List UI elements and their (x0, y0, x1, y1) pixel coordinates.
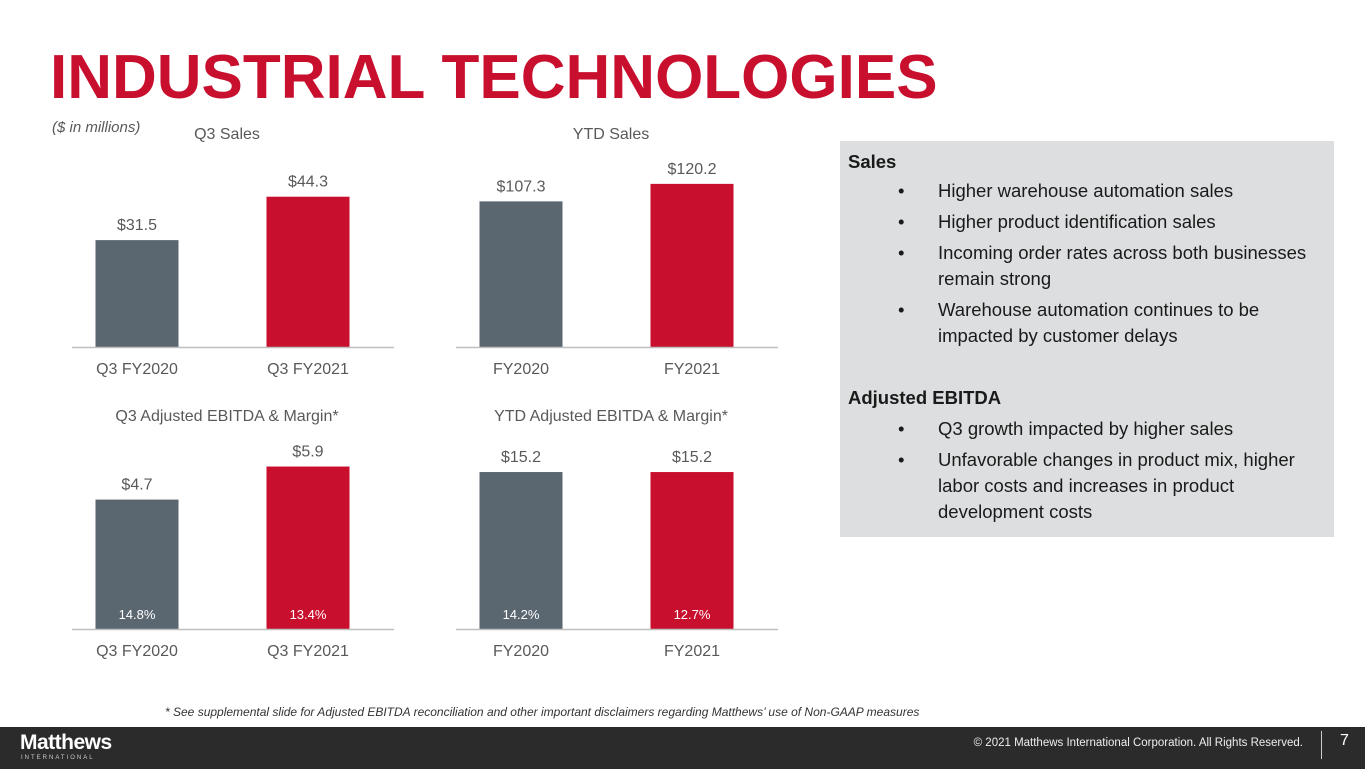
company-logo-sub: INTERNATIONAL (21, 755, 95, 761)
bullet-icon: • (898, 299, 905, 320)
units-note: ($ in millions) (52, 119, 141, 136)
bullet-text: Warehouse automation continues to be imp… (938, 299, 1260, 346)
footnote: * See supplemental slide for Adjusted EB… (165, 705, 920, 719)
bullet-text: Higher product identification sales (938, 211, 1216, 232)
bar-q3-fy2021 (266, 196, 350, 347)
category-label: FY2020 (493, 361, 549, 378)
sales-heading: Sales (848, 151, 897, 172)
category-label: FY2021 (664, 643, 720, 660)
sales-bullets: • Higher warehouse automation sales • Highe… (840, 178, 1334, 354)
chart-title: Q3 Sales (194, 126, 260, 143)
data-label: $5.9 (292, 444, 323, 461)
divider (1321, 731, 1322, 759)
data-label: $107.3 (497, 178, 546, 195)
ebitda-bullets: • Q3 growth impacted by higher sales • Unfa… (840, 416, 1334, 530)
chart-svg: Q3 Sales $31.5 Q3 FY2020 $44.3 Q3 FY2021 (72, 126, 394, 378)
category-label: FY2020 (493, 643, 549, 660)
bullet-text: Higher warehouse automation sales (938, 180, 1234, 201)
bullet-icon: • (898, 211, 905, 232)
commentary-panel: Sales • Higher warehouse automation sales… (840, 141, 1334, 537)
data-label: $4.7 (121, 477, 152, 494)
margin-label: 12.7% (674, 607, 711, 622)
chart-q3-ebitda: Q3 Adjusted EBITDA & Margin* $4.7 14.8% Q3 … (52, 402, 402, 672)
bullet-item: • Higher product identification sales (840, 209, 1334, 235)
bar-fy2020 (479, 472, 563, 629)
data-label: $15.2 (501, 449, 541, 466)
bullet-item: • Higher warehouse automation sales (840, 178, 1334, 204)
copyright: © 2021 Matthews International Corporatio… (973, 737, 1303, 749)
bar-q3-fy2021 (266, 466, 350, 629)
chart-q3-sales: Q3 Sales $31.5 Q3 FY2020 $44.3 Q3 FY2021 (52, 120, 402, 390)
data-label: $44.3 (288, 174, 328, 191)
bullet-text: Q3 growth impacted by higher sales (938, 418, 1234, 439)
chart-title: YTD Adjusted EBITDA & Margin* (494, 408, 728, 425)
margin-label: 14.8% (119, 607, 156, 622)
data-label: $15.2 (672, 449, 712, 466)
margin-label: 13.4% (290, 607, 327, 622)
chart-ytd-sales: YTD Sales $107.3 FY2020 $120.2 FY2021 (436, 120, 786, 390)
bullet-icon: • (898, 449, 905, 470)
chart-svg: YTD Adjusted EBITDA & Margin* $15.2 14.2% F… (456, 408, 778, 660)
bullet-icon: • (898, 180, 905, 201)
bar-fy2020 (479, 201, 563, 347)
bullet-text: Incoming order rates across both busines… (938, 242, 1307, 289)
bullet-item: • Q3 growth impacted by higher sales (840, 416, 1334, 442)
category-label: Q3 FY2020 (96, 361, 178, 378)
page-number: 7 (1340, 732, 1349, 749)
data-label: $31.5 (117, 217, 157, 234)
company-logo: Matthews (20, 731, 112, 754)
chart-ytd-ebitda: YTD Adjusted EBITDA & Margin* $15.2 14.2% F… (436, 402, 786, 672)
category-label: Q3 FY2021 (267, 643, 349, 660)
ebitda-heading: Adjusted EBITDA (848, 387, 1002, 408)
category-label: FY2021 (664, 361, 720, 378)
category-label: Q3 FY2020 (96, 643, 178, 660)
chart-title: Q3 Adjusted EBITDA & Margin* (115, 408, 338, 425)
bullet-icon: • (898, 242, 905, 263)
bullet-item: • Unfavorable changes in product mix, hig… (840, 447, 1334, 525)
bullet-text: Unfavorable changes in product mix, high… (938, 449, 1295, 522)
bar-fy2021 (650, 183, 734, 347)
bar-q3-fy2020 (95, 240, 179, 347)
category-label: Q3 FY2021 (267, 361, 349, 378)
bullet-icon: • (898, 418, 905, 439)
chart-svg: Q3 Adjusted EBITDA & Margin* $4.7 14.8% Q3 … (72, 408, 394, 660)
bullet-item: • Incoming order rates across both busine… (840, 240, 1334, 292)
data-label: $120.2 (668, 161, 717, 178)
chart-title: YTD Sales (573, 126, 649, 143)
margin-label: 14.2% (503, 607, 540, 622)
bar-q3-fy2020 (95, 499, 179, 629)
chart-svg: YTD Sales $107.3 FY2020 $120.2 FY2021 (456, 126, 778, 378)
bullet-item: • Warehouse automation continues to be im… (840, 297, 1334, 349)
page-title: INDUSTRIAL TECHNOLOGIES (50, 43, 938, 112)
bar-fy2021 (650, 472, 734, 629)
footer: Matthews INTERNATIONAL © 2021 Matthews I… (0, 727, 1365, 769)
